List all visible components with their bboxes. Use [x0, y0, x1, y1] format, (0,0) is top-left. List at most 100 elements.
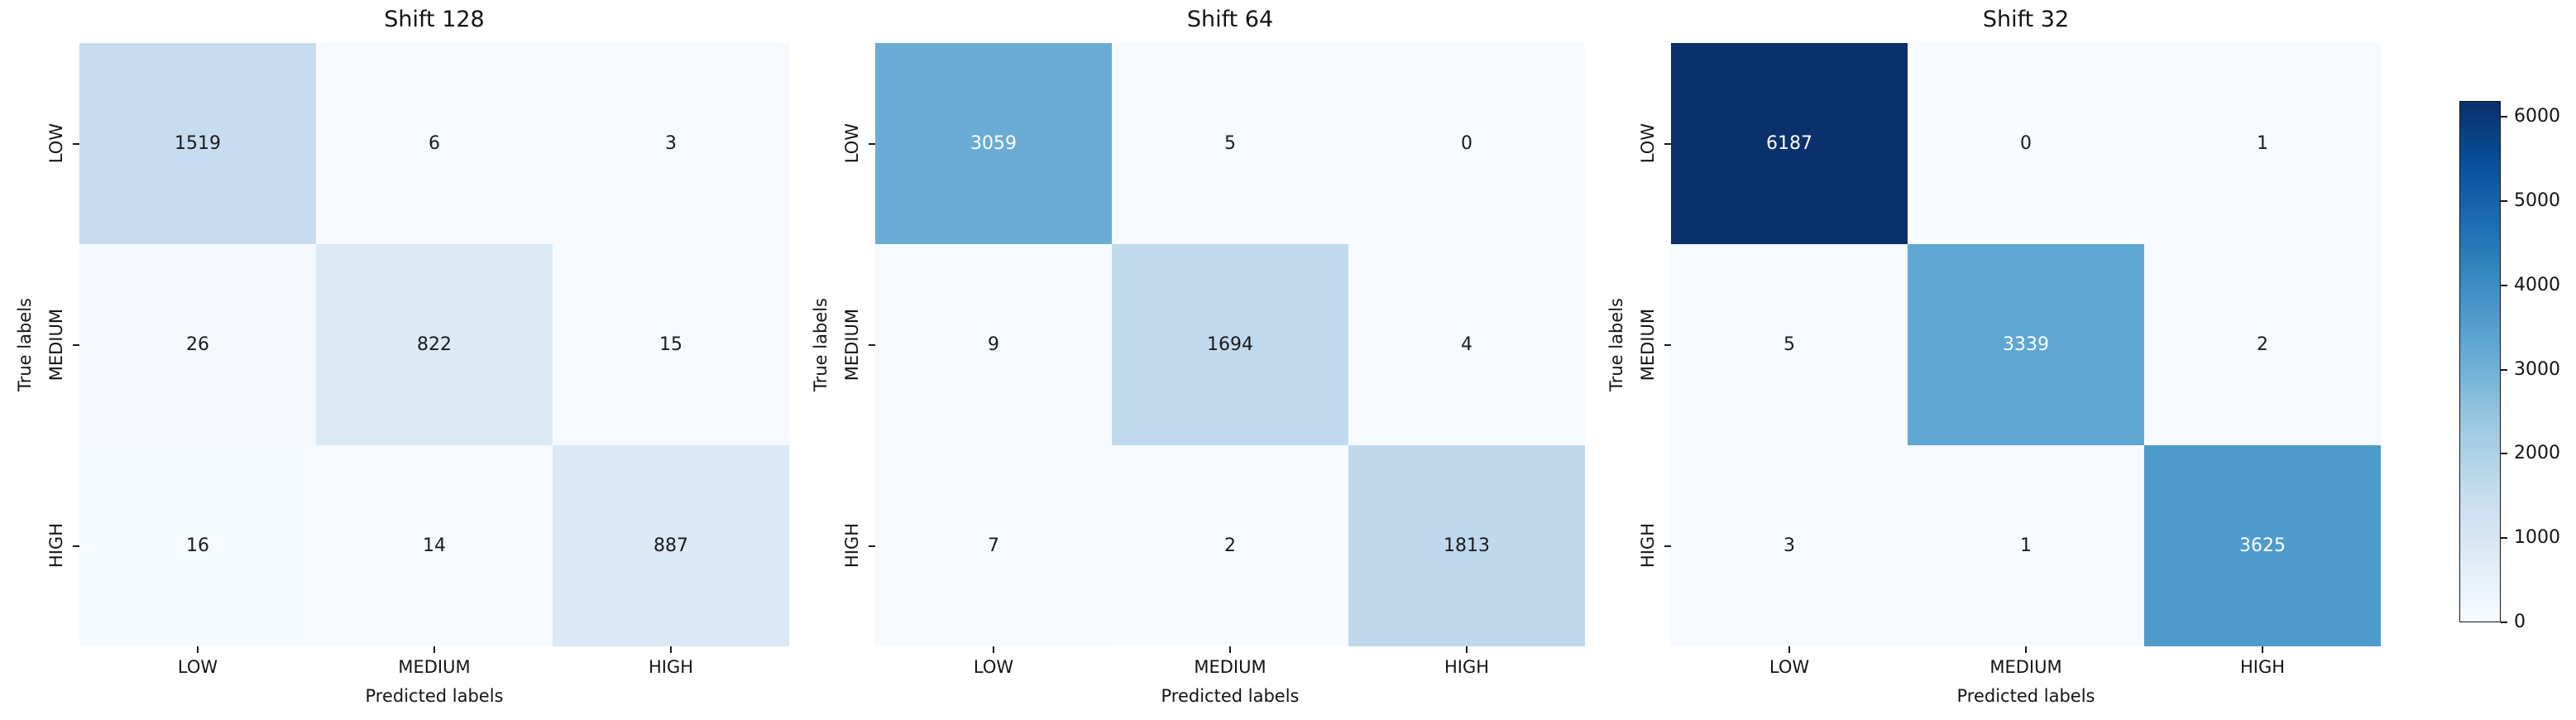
- colorbar-tick: [2501, 368, 2507, 371]
- colorbar-tick-label: 0: [2514, 612, 2526, 632]
- x-tick: [2025, 646, 2027, 653]
- x-tick-label: HIGH: [648, 657, 694, 677]
- heatmap-grid: 6187 0 1 5 3339 2 3 1 3625: [1671, 43, 2381, 646]
- heatmap-cell: 1: [1908, 445, 2144, 646]
- colorbar-tick-label: 6000: [2514, 106, 2560, 127]
- heatmap-cell: 2: [1112, 445, 1348, 646]
- x-tick-label: HIGH: [2239, 657, 2286, 677]
- x-tick-label: HIGH: [1444, 657, 1490, 677]
- x-tick: [1229, 646, 1231, 653]
- heatmap-grid: 3059 5 0 9 1694 4 7 2 1813: [875, 43, 1585, 646]
- x-tick-label: MEDIUM: [1989, 657, 2062, 677]
- heatmap-cell: 3: [1671, 445, 1908, 646]
- colorbar-tick: [2501, 537, 2507, 540]
- heatmap-grid: 1519 6 3 26 822 15 16 14 887: [79, 43, 789, 646]
- heatmap-cell: 5: [1112, 43, 1348, 244]
- colorbar-tick-label: 2000: [2514, 443, 2560, 464]
- heatmap-cell: 3625: [2144, 445, 2381, 646]
- y-axis-label: True labels: [1603, 43, 1630, 646]
- heatmap-cell: 26: [79, 244, 316, 445]
- y-tick: [869, 343, 875, 346]
- colorbar-tick-label: 5000: [2514, 190, 2560, 211]
- x-tick: [197, 646, 199, 653]
- colorbar-tick-label: 1000: [2514, 527, 2560, 549]
- y-tick-label-text: HIGH: [1638, 523, 1658, 569]
- heatmap-cell: 16: [79, 445, 316, 646]
- y-tick-label: MEDIUM: [1635, 262, 1661, 428]
- x-axis-label: Predicted labels: [365, 686, 504, 706]
- heatmap-cell: 6187: [1671, 43, 1908, 244]
- y-tick-label: LOW: [1635, 61, 1661, 227]
- y-axis-label-text: True labels: [15, 297, 35, 391]
- colorbar-tick-label: 4000: [2514, 274, 2560, 295]
- colorbar-tick: [2501, 622, 2507, 623]
- y-tick-label-text: MEDIUM: [46, 308, 66, 382]
- heatmap-cell: 1813: [1348, 445, 1585, 646]
- x-tick: [2262, 646, 2263, 653]
- x-tick-label: MEDIUM: [398, 657, 471, 677]
- heatmap-cell: 5: [1671, 244, 1908, 445]
- y-tick: [73, 545, 79, 547]
- heatmap-cell: 9: [875, 244, 1112, 445]
- colorbar-gradient: [2459, 101, 2501, 622]
- heatmap-cell: 2: [2144, 244, 2381, 445]
- y-tick-label: HIGH: [43, 463, 69, 629]
- y-tick-label: HIGH: [1635, 463, 1661, 629]
- y-tick: [73, 142, 79, 145]
- heatmap-cell: 3059: [875, 43, 1112, 244]
- heatmap-cell: 1519: [79, 43, 316, 244]
- y-axis-label-text: True labels: [811, 297, 831, 391]
- y-tick-label-text: LOW: [842, 123, 862, 164]
- colorbar-tick: [2501, 116, 2507, 118]
- colorbar-tick-label: 3000: [2514, 358, 2560, 380]
- y-tick: [869, 545, 875, 547]
- heatmap-cell: 15: [553, 244, 789, 445]
- subplot-shift-128: Shift 128 1519 6 3 26 822 15 16 14 887 LOW MEDIUM HI…: [15, 7, 789, 706]
- subplot-title: Shift 128: [384, 7, 485, 32]
- subplot-title: Shift 64: [1186, 7, 1274, 32]
- heatmap-cell: 822: [316, 244, 553, 445]
- x-axis-label: Predicted labels: [1956, 686, 2095, 706]
- x-tick-label: LOW: [973, 657, 1014, 677]
- y-tick-label-text: LOW: [46, 123, 66, 164]
- y-tick-label-text: LOW: [1638, 123, 1658, 164]
- x-tick-label: LOW: [177, 657, 218, 677]
- heatmap-cell: 3339: [1908, 244, 2144, 445]
- y-tick: [1664, 142, 1671, 145]
- x-tick-label: MEDIUM: [1194, 657, 1266, 677]
- colorbar-tick: [2501, 199, 2507, 202]
- y-axis-label: True labels: [807, 43, 834, 646]
- x-tick: [993, 646, 994, 653]
- y-tick-label: MEDIUM: [839, 262, 865, 428]
- heatmap-cell: 3: [553, 43, 789, 244]
- x-tick: [1788, 646, 1790, 653]
- x-tick: [670, 646, 672, 653]
- y-tick-label-text: MEDIUM: [842, 308, 862, 382]
- y-tick-label: LOW: [839, 61, 865, 227]
- heatmap-cell: 1694: [1112, 244, 1348, 445]
- y-axis-label-text: True labels: [1606, 297, 1626, 391]
- heatmap-cell: 0: [1348, 43, 1585, 244]
- subplot-shift-32: Shift 32 6187 0 1 5 3339 2 3 1 3625 LOW MEDIUM HIGH L…: [1606, 7, 2381, 706]
- y-tick-label: HIGH: [839, 463, 865, 629]
- y-tick-label-text: MEDIUM: [1638, 308, 1658, 382]
- x-axis-label: Predicted labels: [1161, 686, 1300, 706]
- heatmap-cell: 1: [2144, 43, 2381, 244]
- y-axis-label: True labels: [12, 43, 38, 646]
- y-tick-label: MEDIUM: [43, 262, 69, 428]
- heatmap-cell: 7: [875, 445, 1112, 646]
- y-tick: [869, 142, 875, 145]
- y-tick: [73, 343, 79, 346]
- colorbar-tick: [2501, 284, 2507, 286]
- subplot-title: Shift 32: [1982, 7, 2070, 32]
- y-tick-label-text: HIGH: [46, 523, 66, 569]
- y-tick-label: LOW: [43, 61, 69, 227]
- x-tick: [433, 646, 435, 653]
- heatmap-cell: 14: [316, 445, 553, 646]
- heatmap-cell: 887: [553, 445, 789, 646]
- y-tick: [1664, 545, 1671, 547]
- x-tick-label: LOW: [1769, 657, 1810, 677]
- colorbar: 6000 5000 4000 3000 2000 1000 0: [2459, 101, 2560, 632]
- y-tick-label-text: HIGH: [842, 523, 862, 569]
